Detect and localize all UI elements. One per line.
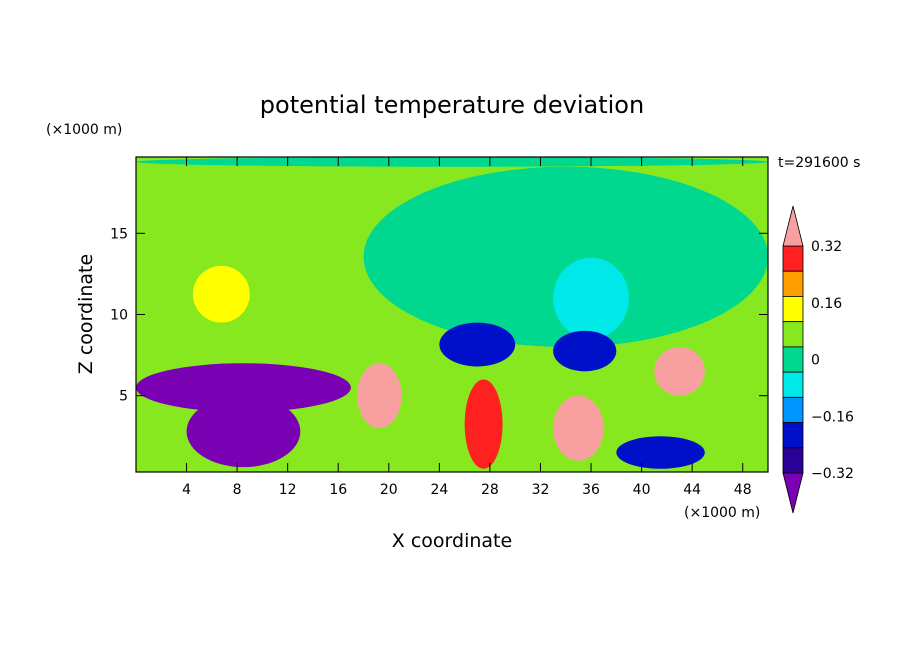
- colorbar-swatch: [782, 296, 804, 323]
- contour-region-3: [192, 265, 250, 323]
- y-tick-label: 10: [110, 308, 128, 324]
- x-tick-label: 20: [380, 482, 398, 498]
- x-tick-label: 12: [279, 482, 297, 498]
- x-unit-label: (×1000 m): [684, 505, 760, 521]
- colorbar-swatch: [782, 371, 804, 398]
- contour-region-9: [553, 395, 604, 461]
- x-axis-label: X coordinate: [392, 530, 512, 552]
- x-tick-label: 36: [582, 482, 600, 498]
- colorbar-tick-label: 0.16: [811, 296, 842, 312]
- contour-region-8: [464, 379, 503, 469]
- contour-region-10: [654, 346, 705, 396]
- colorbar-min-triangle: [782, 472, 804, 514]
- colorbar-tick-label: 0: [811, 353, 820, 369]
- contour-region-4: [553, 257, 629, 339]
- contour-region-1: [136, 157, 768, 167]
- colorbar-swatch: [782, 245, 804, 272]
- x-tick-label: 40: [633, 482, 651, 498]
- contour-region-13: [553, 330, 617, 372]
- colorbar-tick-label: 0.32: [811, 239, 842, 255]
- colorbar-max-triangle: [782, 205, 804, 247]
- contour-region-7: [357, 363, 402, 429]
- x-tick-label: 48: [734, 482, 752, 498]
- contour-region-2: [363, 166, 768, 347]
- x-tick-label: 8: [233, 482, 242, 498]
- chart-title: potential temperature deviation: [260, 91, 644, 119]
- x-tick-label: 4: [182, 482, 191, 498]
- contour-region-6: [186, 395, 301, 468]
- x-tick-label: 16: [329, 482, 347, 498]
- x-tick-label: 28: [481, 482, 499, 498]
- x-tick-label: 24: [430, 482, 448, 498]
- x-tick-label: 32: [532, 482, 550, 498]
- colorbar-swatch: [782, 396, 804, 423]
- contour-region-12: [439, 322, 516, 367]
- colorbar-tick-label: −0.16: [811, 409, 854, 425]
- y-axis-label: Z coordinate: [75, 254, 97, 374]
- time-label: t=291600 s: [778, 155, 860, 171]
- colorbar-swatch: [782, 321, 804, 348]
- contour-field: [136, 157, 768, 472]
- colorbar-swatch: [782, 346, 804, 373]
- colorbar-tick-label: −0.32: [811, 466, 854, 482]
- colorbar-swatch: [782, 447, 804, 474]
- colorbar: 0.32 0.16 0 −0.16 −0.32: [782, 205, 854, 514]
- contour-region-11: [616, 436, 705, 469]
- y-unit-label: (×1000 m): [46, 122, 122, 138]
- y-tick-label: 15: [110, 226, 128, 242]
- colorbar-swatch: [782, 422, 804, 449]
- x-tick-label: 44: [683, 482, 701, 498]
- y-tick-label: 5: [119, 389, 128, 405]
- contour-region-5: [136, 363, 351, 412]
- colorbar-swatch: [782, 270, 804, 297]
